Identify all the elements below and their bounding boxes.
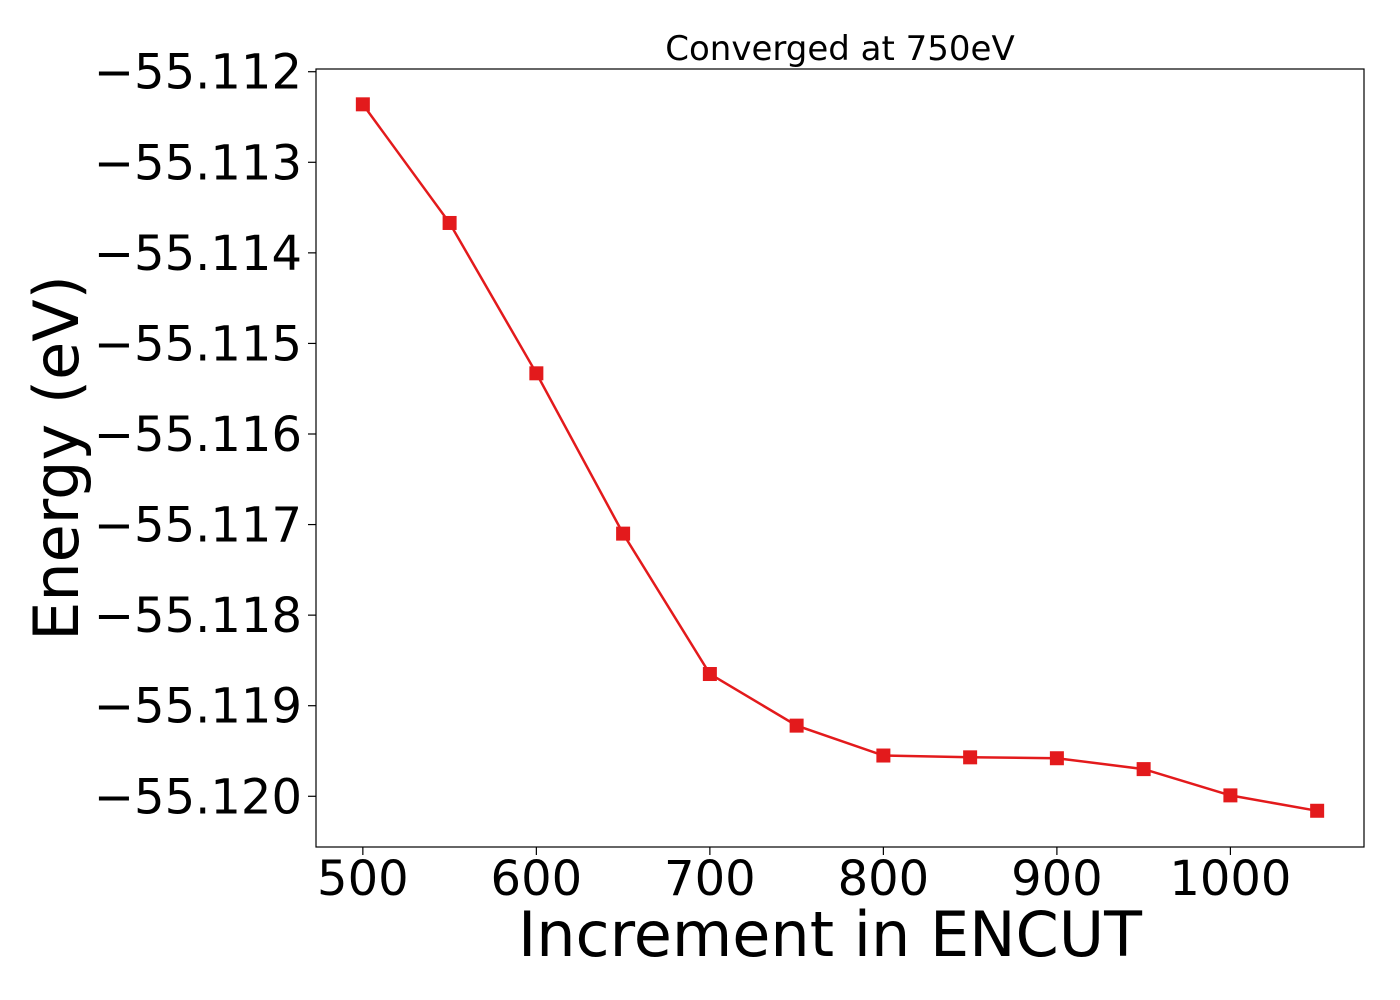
data-point-marker: [1310, 803, 1325, 818]
y-axis-title: Energy (eV): [20, 275, 93, 641]
x-tick-label: 800: [838, 851, 930, 907]
data-point-marker: [616, 526, 631, 541]
plot-frame: [315, 68, 1365, 848]
data-point-marker: [442, 215, 457, 230]
data-point-marker: [1136, 762, 1151, 777]
y-tick-label: −55.118: [94, 588, 302, 644]
y-tick-label: −55.113: [94, 135, 302, 191]
series-layer: [355, 97, 1325, 818]
chart-title: Converged at 750eV: [665, 29, 1014, 69]
data-point-marker: [702, 667, 717, 682]
y-tick-label: −55.117: [94, 498, 302, 554]
series-line: [361, 103, 1318, 813]
data-point-marker: [529, 366, 544, 381]
data-point-marker: [355, 97, 370, 112]
x-axis-ticks: 500 600 700 800 900 1000: [317, 847, 1291, 907]
y-tick-label: −55.120: [94, 769, 302, 825]
y-axis-ticks: −55.112 −55.113 −55.114 −55.115 −55.116 −55.1…: [94, 45, 316, 825]
y-tick-label: −55.115: [94, 316, 302, 372]
y-tick-label: −55.114: [94, 226, 302, 282]
x-tick-label: 1000: [1169, 851, 1291, 907]
x-tick-label: 900: [1011, 851, 1103, 907]
y-tick-label: −55.119: [94, 679, 302, 735]
data-point-marker: [1223, 788, 1238, 803]
x-tick-label: 600: [491, 851, 583, 907]
x-tick-label: 500: [317, 851, 409, 907]
x-axis-title: Increment in ENCUT: [518, 898, 1143, 971]
data-point-marker: [789, 718, 804, 733]
y-tick-label: −55.116: [94, 407, 302, 463]
data-point-marker: [876, 748, 891, 763]
y-tick-label: −55.112: [94, 45, 302, 101]
data-point-marker: [963, 750, 978, 765]
x-tick-label: 700: [664, 851, 756, 907]
data-point-marker: [1049, 751, 1064, 766]
